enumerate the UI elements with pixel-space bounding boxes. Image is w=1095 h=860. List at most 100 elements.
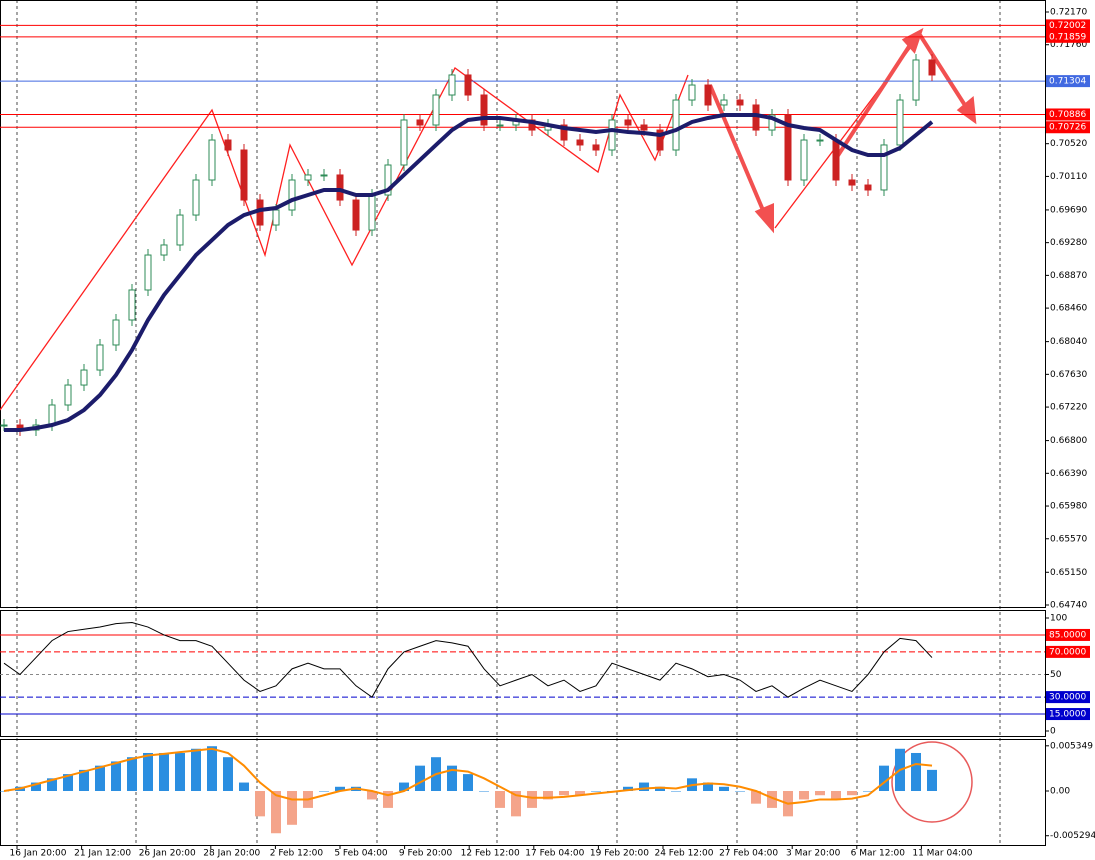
macd-bar	[367, 791, 377, 800]
macd-bar	[799, 791, 809, 800]
macd-bar	[175, 752, 185, 791]
macd-bar	[271, 791, 281, 834]
x-tick-label: 27 Feb 04:00	[719, 849, 778, 859]
macd-bar	[511, 791, 521, 817]
y-tick-label: -0.005294	[1050, 831, 1095, 841]
x-tick-label: 12 Feb 12:00	[461, 849, 520, 859]
macd-bar	[879, 765, 889, 791]
level-tag	[1046, 691, 1090, 704]
candle	[608, 119, 616, 151]
x-tick-label: 21 Jan 12:00	[74, 849, 131, 859]
level-label: 70.0000	[1049, 647, 1086, 657]
candle	[704, 84, 712, 106]
candle	[576, 139, 584, 146]
candle	[640, 124, 648, 131]
macd-bar	[415, 765, 425, 791]
x-tick-label: 6 Mar 12:00	[851, 849, 906, 859]
highlight-circle	[891, 741, 973, 823]
macd-bar	[911, 752, 921, 791]
candle	[928, 59, 936, 76]
candle	[432, 94, 440, 126]
y-tick-label: 0.72170	[1050, 8, 1087, 18]
x-tick-label: 2 Feb 12:00	[270, 849, 324, 859]
y-tick-label: 0.65570	[1050, 534, 1087, 544]
macd-bar	[703, 782, 713, 791]
macd-bar	[383, 791, 393, 808]
macd-bar	[495, 791, 505, 808]
candle	[656, 129, 664, 151]
candle	[400, 119, 408, 166]
candle	[224, 139, 232, 151]
candle	[320, 174, 328, 177]
macd-bar	[447, 765, 457, 791]
candle	[208, 139, 216, 181]
macd-bar	[591, 791, 601, 792]
macd-bar	[927, 769, 937, 791]
macd-bar	[815, 791, 825, 796]
macd-bar	[399, 782, 409, 791]
macd-bar	[847, 791, 857, 796]
y-tick-label: 0.71760	[1050, 40, 1087, 50]
x-tick-label: 16 Jan 20:00	[10, 849, 67, 859]
candle	[288, 179, 296, 211]
y-tick-label: 0.67630	[1050, 370, 1087, 380]
macd-bar	[191, 748, 201, 791]
candle	[112, 319, 120, 346]
macd-bar	[767, 791, 777, 808]
candle	[832, 139, 840, 181]
macd-bar	[319, 791, 329, 792]
macd-bar	[159, 752, 169, 791]
candle	[592, 144, 600, 151]
macd-bar	[143, 752, 153, 791]
candle	[848, 179, 856, 186]
macd-bar	[639, 782, 649, 791]
x-tick-label: 26 Jan 20:00	[139, 849, 196, 859]
candle	[736, 99, 744, 106]
x-tick-label: 28 Jan 20:00	[203, 849, 260, 859]
candle	[720, 99, 728, 106]
y-tick-label: 0.70520	[1050, 139, 1087, 149]
x-tick-label: 11 Mar 04:00	[912, 849, 972, 859]
y-tick-label: 0.69690	[1050, 205, 1087, 215]
macd-bar	[127, 757, 137, 791]
candle	[384, 164, 392, 196]
panel-borders	[0, 0, 1046, 846]
candle	[672, 99, 680, 151]
level-tag	[1046, 708, 1090, 721]
forecast-arrows	[708, 27, 977, 234]
y-tick-label: 0.64740	[1050, 601, 1087, 611]
candle	[352, 199, 360, 231]
macd-bar	[31, 782, 41, 791]
level-tag	[1046, 628, 1090, 641]
level-label: 30.0000	[1049, 693, 1086, 703]
candle	[912, 59, 920, 101]
y-tick-label: 100	[1050, 614, 1067, 624]
candle	[496, 124, 504, 127]
level-label: 0.71304	[1049, 77, 1086, 87]
candle	[144, 254, 152, 291]
plot-background	[0, 0, 1045, 845]
level-label: 85.0000	[1049, 630, 1086, 640]
macd-bar	[575, 791, 585, 796]
level-label: 0.70886	[1049, 110, 1086, 120]
candle	[752, 104, 760, 131]
level-tag	[1046, 108, 1090, 121]
candle	[272, 209, 280, 226]
level-tag	[1046, 30, 1090, 43]
y-tick-label: 0.70110	[1050, 172, 1087, 182]
macd-bar	[527, 791, 537, 808]
y-tick-label: 0.65150	[1050, 568, 1087, 578]
candle	[448, 74, 456, 96]
grid	[16, 0, 1001, 845]
x-tick-label: 19 Feb 20:00	[590, 849, 649, 859]
candle	[816, 139, 824, 142]
macd-bar	[335, 786, 345, 791]
macd-bar	[671, 791, 681, 792]
macd-bar	[463, 774, 473, 791]
candle	[688, 84, 696, 101]
candle	[336, 174, 344, 201]
level-label: 15.0000	[1049, 710, 1086, 720]
candle	[464, 74, 472, 96]
macd-bar	[79, 769, 89, 791]
